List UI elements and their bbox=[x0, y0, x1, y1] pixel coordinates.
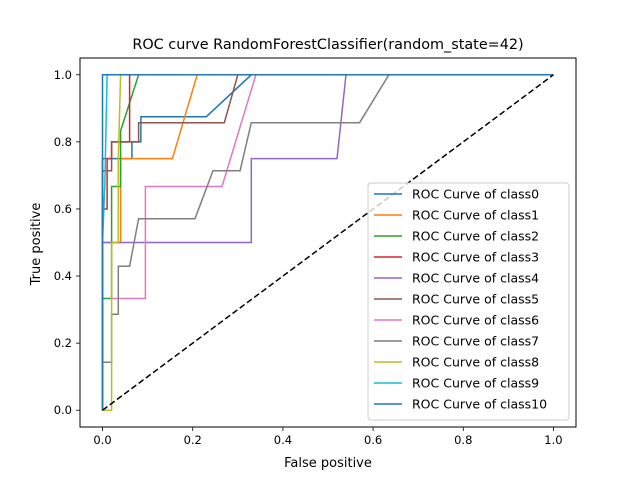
y-tick-label: 0.8 bbox=[54, 135, 72, 149]
series-line-class2 bbox=[101, 74, 554, 411]
legend-entry-label: ROC Curve of class10 bbox=[412, 397, 547, 412]
x-tick-label: 1.0 bbox=[544, 433, 562, 447]
x-tick-label: 0.0 bbox=[93, 433, 111, 447]
legend-entry-label: ROC Curve of class7 bbox=[412, 334, 539, 349]
y-tick-label: 0.2 bbox=[54, 336, 72, 350]
series-line-class10 bbox=[101, 74, 554, 411]
x-tick-label: 0.4 bbox=[274, 433, 292, 447]
x-tick-label: 0.6 bbox=[364, 433, 382, 447]
y-tick-label: 1.0 bbox=[54, 68, 72, 82]
y-tick-label: 0.4 bbox=[54, 269, 72, 283]
x-tick-label: 0.8 bbox=[454, 433, 472, 447]
legend-box bbox=[367, 182, 570, 421]
legend-entry-label: ROC Curve of class3 bbox=[412, 250, 539, 265]
chart-title: ROC curve RandomForestClassifier(random_… bbox=[132, 37, 523, 53]
axes-frame bbox=[79, 57, 577, 428]
legend-entry-label: ROC Curve of class5 bbox=[412, 292, 539, 307]
reference-diagonal-line bbox=[102, 74, 554, 411]
plot-area: 0.0 0.2 0.4 0.6 0.8 1.0 0.0 0.2 0.4 0.6 0.8 1.0 ROC … bbox=[54, 57, 577, 447]
legend-entry-label: ROC Curve of class2 bbox=[412, 229, 539, 244]
x-axis-label: False positive bbox=[284, 456, 372, 471]
legend-entry-label: ROC Curve of class0 bbox=[412, 187, 539, 202]
legend-entry-label: ROC Curve of class6 bbox=[412, 313, 539, 328]
legend-entry-label: ROC Curve of class4 bbox=[412, 271, 539, 286]
y-axis-label: True positive bbox=[29, 203, 44, 287]
y-tick-label: 0.6 bbox=[54, 202, 72, 216]
legend-entry-label: ROC Curve of class9 bbox=[412, 376, 539, 391]
x-tick-label: 0.2 bbox=[184, 433, 202, 447]
legend-entry-label: ROC Curve of class1 bbox=[412, 208, 539, 223]
legend-entry-label: ROC Curve of class8 bbox=[412, 355, 539, 370]
y-tick-label: 0.0 bbox=[54, 403, 72, 417]
